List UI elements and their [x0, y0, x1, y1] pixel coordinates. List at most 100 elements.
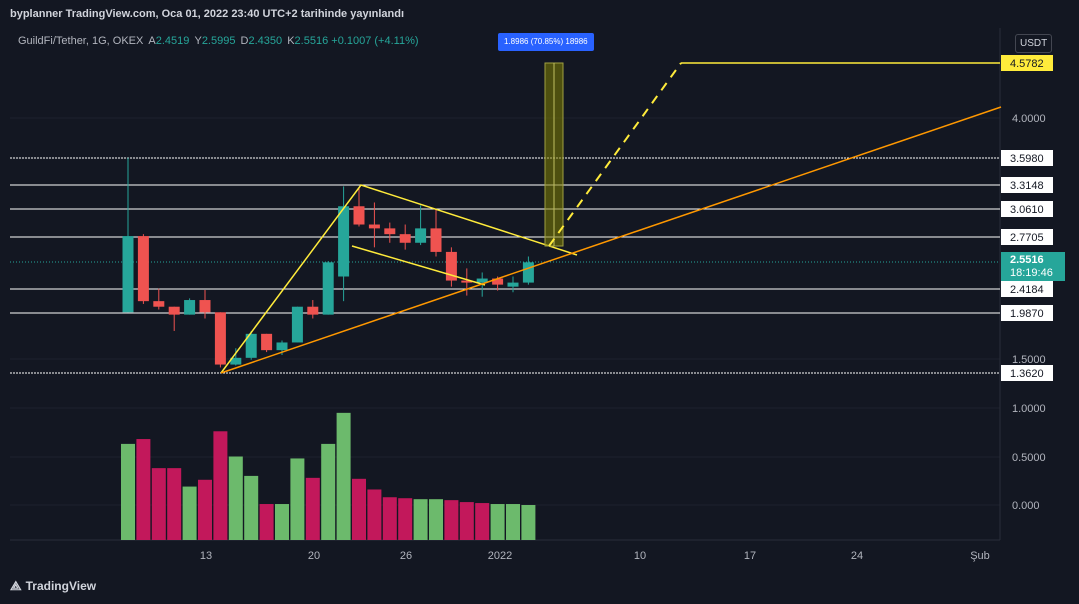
candle-body: [399, 234, 411, 243]
high-label: Y: [194, 35, 202, 47]
candle-body: [338, 206, 350, 277]
price-level-tag-label: 3.5980: [1010, 153, 1044, 165]
price-level-tag: [1001, 201, 1053, 217]
candle-body: [430, 228, 442, 252]
volume-bar: [490, 504, 505, 540]
price-axis: 4.0000 1.5000 1.0000 0.5000 0.000 4.5782 3.598…: [1001, 55, 1065, 512]
time-tick-label: 24: [851, 550, 863, 562]
pennant-lower-line: [351, 245, 486, 286]
support-trendline: [220, 106, 1002, 374]
volume-bar: [398, 498, 413, 540]
candle-body: [276, 342, 288, 351]
price-chart[interactable]: 4.0000 1.5000 1.0000 0.5000 0.000 4.5782 3.598…: [0, 28, 1079, 576]
open-label: A: [148, 35, 156, 47]
price-tick-label: 0.000: [1012, 500, 1040, 512]
current-price-tag: [1001, 252, 1065, 281]
time-tick-label: Şub: [970, 550, 990, 562]
time-axis: 13 20 26 2022 10 17 24 Şub: [200, 550, 990, 562]
change-value: +0.1007 (+4.11%): [331, 35, 419, 47]
volume-bar: [290, 458, 305, 540]
candle-body: [415, 228, 427, 243]
volume-bar: [444, 500, 459, 540]
tradingview-footer: ⟁ TradingView: [10, 578, 96, 594]
high-value: 2.5995: [201, 35, 236, 47]
volume-bar: [336, 412, 351, 540]
candle-body: [507, 282, 519, 287]
price-level-tag-label: 2.7705: [1010, 232, 1044, 244]
volume-bar: [382, 497, 397, 540]
candle-body: [137, 236, 149, 302]
price-level-tag-label: 2.4184: [1010, 284, 1044, 296]
volume-bar: [506, 504, 520, 540]
price-level-tag: [1001, 55, 1053, 71]
price-level-tag: [1001, 229, 1053, 245]
volume-bar: [228, 456, 243, 540]
candle-body: [492, 278, 504, 285]
time-tick-label: 26: [400, 550, 412, 562]
tradingview-logo-icon: ⟁: [10, 578, 22, 593]
volume-bar: [259, 504, 274, 540]
candle-body: [445, 251, 457, 281]
candle-body: [353, 206, 365, 225]
price-level-tag: [1001, 177, 1053, 193]
price-level-tag-label: 1.9870: [1010, 308, 1044, 320]
low-value: 2.4350: [248, 35, 283, 47]
candlesticks: [122, 157, 534, 368]
grid: [10, 28, 1001, 541]
candle-body: [153, 301, 165, 307]
publish-text: byplanner TradingView.com, Oca 01, 2022 …: [10, 8, 405, 20]
time-tick-label: 17: [744, 550, 756, 562]
price-level-tag-label: 3.3148: [1010, 180, 1044, 192]
candle-body: [291, 306, 303, 343]
candle-body: [184, 300, 196, 315]
volume-bar: [244, 475, 259, 540]
volume-bar: [213, 431, 228, 540]
time-tick-label: 10: [634, 550, 646, 562]
time-tick-label: 13: [200, 550, 212, 562]
price-level-tag: [1001, 365, 1053, 381]
volume-bar: [182, 486, 197, 540]
time-tick-label: 2022: [488, 550, 512, 562]
volume-bar: [275, 504, 289, 540]
time-tick-label: 20: [308, 550, 320, 562]
volume-bars: [121, 412, 536, 540]
price-level-tag-label: 1.3620: [1010, 368, 1044, 380]
volume-bar: [167, 468, 182, 540]
price-tick-label: 1.0000: [1012, 403, 1046, 415]
open-value: 2.4519: [155, 35, 190, 47]
candle-body: [199, 300, 211, 313]
drawings: [220, 62, 1002, 374]
candle-body: [261, 333, 273, 351]
volume-bar: [429, 499, 443, 540]
volume-bar: [305, 477, 320, 540]
currency-badge[interactable]: USDT: [1015, 34, 1053, 53]
price-tick-label: 0.5000: [1012, 452, 1046, 464]
volume-bar: [321, 443, 336, 540]
volume-bar: [136, 439, 151, 540]
current-price-label: 2.5516: [1010, 254, 1044, 266]
price-level-lines: [10, 62, 1000, 374]
volume-bar: [521, 505, 536, 540]
price-level-tag: [1001, 150, 1053, 166]
candle-body: [476, 278, 488, 283]
candle-body: [461, 280, 473, 283]
publish-header: byplanner TradingView.com, Oca 01, 2022 …: [0, 0, 1079, 28]
price-tick-label: 1.5000: [1012, 354, 1046, 366]
price-level-tag: [1001, 281, 1053, 297]
candle-body: [122, 236, 134, 313]
brand-name: TradingView: [25, 579, 97, 593]
flagpole-trendline: [220, 184, 578, 374]
volume-bar: [367, 489, 382, 540]
volume-bar: [475, 503, 490, 540]
volume-bar: [413, 499, 428, 540]
volume-bar: [121, 443, 135, 540]
close-label: K: [287, 35, 295, 47]
price-tick-label: 4.0000: [1012, 113, 1046, 125]
candle-body: [168, 306, 180, 315]
candle-body: [368, 224, 380, 229]
price-level-tag: [1001, 305, 1053, 321]
candle-body: [245, 333, 257, 358]
countdown-label: 18:19:46: [1010, 267, 1053, 279]
measure-label: 1.8986 (70.85%) 18986: [498, 33, 594, 51]
symbol-name: GuildFi/Tether, 1G, OKEX: [18, 35, 144, 47]
